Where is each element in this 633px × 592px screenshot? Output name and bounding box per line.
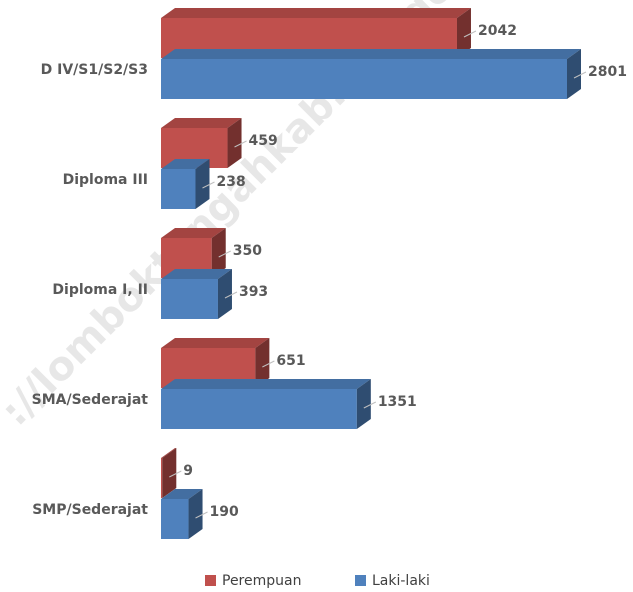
bar-top bbox=[161, 49, 581, 59]
bar-top bbox=[161, 269, 232, 279]
bar-side bbox=[211, 228, 226, 278]
bar bbox=[161, 499, 189, 539]
bar-top bbox=[161, 118, 242, 128]
category-label: Diploma I, II bbox=[52, 282, 148, 298]
bar-top bbox=[161, 338, 270, 348]
bar bbox=[161, 169, 196, 209]
bar-top bbox=[161, 448, 177, 458]
data-label: 393 bbox=[239, 284, 268, 300]
bar bbox=[161, 458, 163, 498]
data-label: 9 bbox=[183, 463, 193, 479]
bar-top bbox=[161, 228, 226, 238]
legend-swatch bbox=[355, 575, 366, 586]
legend-label: Perempuan bbox=[222, 573, 301, 589]
bar-side bbox=[255, 338, 270, 388]
data-label: 2042 bbox=[478, 23, 517, 39]
bar bbox=[161, 59, 567, 99]
bar-side bbox=[188, 489, 203, 539]
data-label: 2801 bbox=[588, 64, 627, 80]
leader-line bbox=[262, 360, 275, 368]
bar-top bbox=[161, 379, 371, 389]
bar-side bbox=[195, 159, 210, 209]
bar-side bbox=[456, 8, 471, 58]
bar bbox=[161, 279, 218, 319]
leader-line bbox=[202, 181, 215, 189]
category-label: Diploma III bbox=[63, 172, 148, 188]
category-label: D IV/S1/S2/S3 bbox=[41, 62, 148, 78]
bar bbox=[161, 389, 357, 429]
bar-top bbox=[161, 8, 471, 18]
data-label: 190 bbox=[210, 504, 239, 520]
bar-side bbox=[567, 49, 581, 99]
data-label: 238 bbox=[216, 174, 245, 190]
bar-side bbox=[356, 379, 371, 429]
bar-top bbox=[161, 489, 203, 499]
leader-line bbox=[195, 511, 208, 519]
leader-line bbox=[363, 401, 377, 409]
legend-swatch bbox=[205, 575, 216, 586]
data-label: 651 bbox=[276, 353, 305, 369]
leader-line bbox=[169, 470, 182, 478]
bar-top bbox=[161, 159, 210, 169]
leader-line bbox=[234, 140, 247, 148]
data-label: 1351 bbox=[378, 394, 417, 410]
bar-side bbox=[227, 118, 242, 168]
category-label: SMP/Sederajat bbox=[32, 502, 148, 518]
bar-side bbox=[162, 448, 177, 498]
data-label: 350 bbox=[233, 243, 262, 259]
leader-line bbox=[218, 250, 231, 258]
data-label: 459 bbox=[249, 133, 278, 149]
leader-line bbox=[224, 291, 238, 299]
legend-label: Laki-laki bbox=[372, 573, 430, 589]
category-label: SMA/Sederajat bbox=[32, 392, 149, 408]
leader-line bbox=[573, 71, 587, 79]
bar-side bbox=[217, 269, 232, 319]
leader-line bbox=[463, 30, 477, 38]
